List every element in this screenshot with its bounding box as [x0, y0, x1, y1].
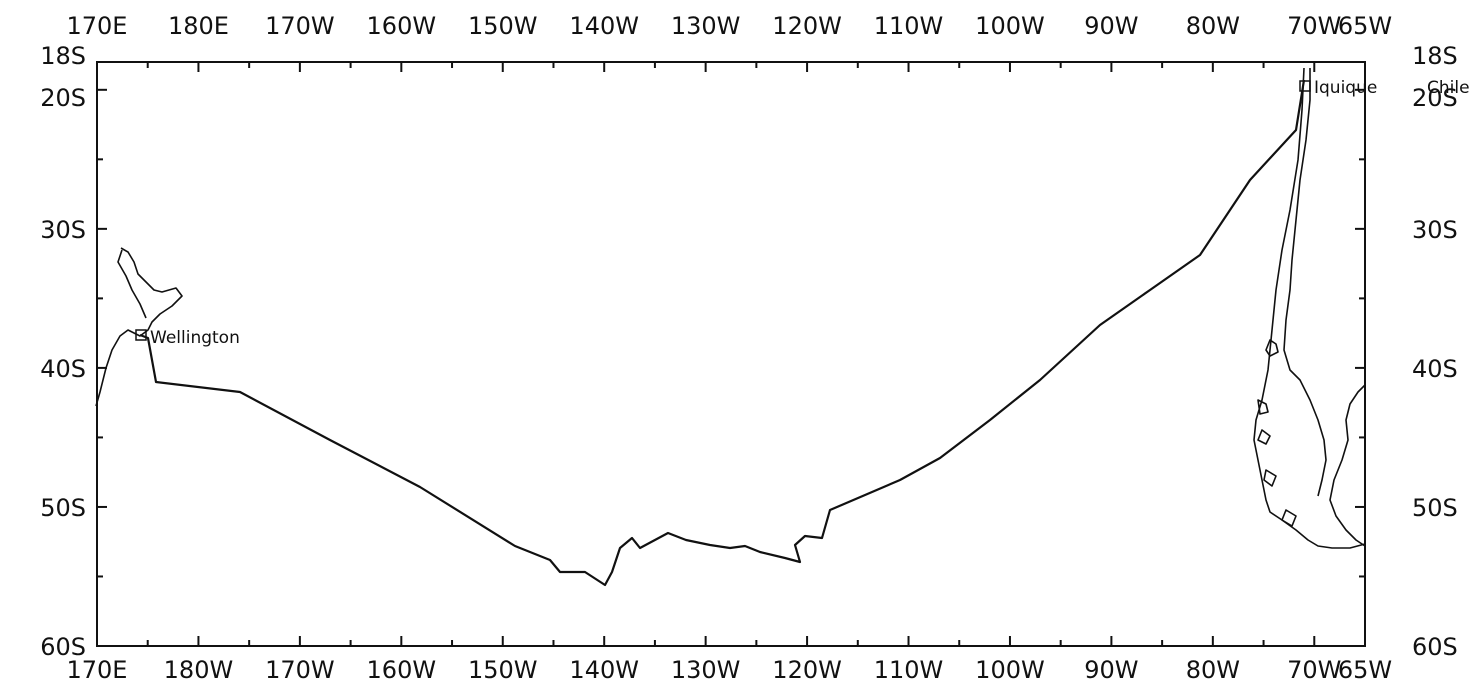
left-lat-label: 30S	[40, 216, 86, 244]
iquique-label: Iquique	[1314, 78, 1377, 98]
wellington-label: Wellington	[150, 328, 240, 348]
left-lat-label: 20S	[40, 84, 86, 112]
top-lon-label: 120W	[772, 12, 842, 40]
right-lat-label: 30S	[1412, 216, 1458, 244]
top-lon-label: 130W	[671, 12, 741, 40]
iquique-marker: Iquique Chile	[1299, 78, 1470, 98]
bottom-lon-label: 90W	[1084, 656, 1138, 684]
chile-label: Chile	[1427, 78, 1470, 98]
bottom-lon-label: 130W	[671, 656, 741, 684]
place-markers: Wellington Iquique Chile	[135, 78, 1470, 348]
right-lat-label: 50S	[1412, 494, 1458, 522]
south-america-coast	[1253, 67, 1366, 549]
left-lat-label: 40S	[40, 355, 86, 383]
top-lon-label: 110W	[874, 12, 944, 40]
bottom-lon-label: 160W	[367, 656, 437, 684]
patagonia-coast	[1329, 384, 1366, 547]
bottom-lon-label: 70W	[1287, 656, 1341, 684]
bottom-lon-label: 150W	[468, 656, 538, 684]
bottom-lon-label: 80W	[1186, 656, 1240, 684]
bottom-lon-label: 65W	[1338, 656, 1392, 684]
iquique-marker-box	[1299, 80, 1311, 92]
cruise-track	[139, 79, 1306, 587]
bottom-lon-label: 120W	[772, 656, 842, 684]
bottom-lon-label: 100W	[975, 656, 1045, 684]
left-lat-label: 60S	[40, 633, 86, 661]
wellington-marker-box	[135, 329, 147, 341]
top-lon-label: 65W	[1338, 12, 1392, 40]
left-lat-label: 18S	[40, 42, 86, 70]
left-lat-label: 50S	[40, 494, 86, 522]
right-lat-label: 20S	[1412, 84, 1458, 112]
top-lon-label: 140W	[569, 12, 639, 40]
bottom-lon-label: 170W	[265, 656, 335, 684]
wellington-marker: Wellington	[135, 328, 240, 348]
map-frame-group	[96, 61, 1366, 647]
top-lon-label: 80W	[1186, 12, 1240, 40]
new-zealand-coast	[95, 247, 183, 407]
top-lon-label: 150W	[468, 12, 538, 40]
coastlines	[95, 67, 1366, 549]
bottom-lon-label: 170E	[67, 656, 128, 684]
right-lat-label: 18S	[1412, 42, 1458, 70]
axis-labels: 170E 170E 180E 180W 170W 170W 160W 160W 150W 150W…	[40, 12, 1458, 684]
south-america-east-coast	[1283, 68, 1327, 497]
bottom-lon-label: 180W	[164, 656, 234, 684]
top-lon-label: 170W	[265, 12, 335, 40]
axis-ticks	[96, 61, 1366, 647]
bottom-lon-label: 140W	[569, 656, 639, 684]
right-lat-label: 60S	[1412, 633, 1458, 661]
top-lon-label: 90W	[1084, 12, 1138, 40]
bottom-lon-label: 110W	[874, 656, 944, 684]
top-lon-label: 180E	[168, 12, 229, 40]
map-frame	[96, 61, 1366, 647]
top-lon-label: 170E	[67, 12, 128, 40]
top-lon-label: 100W	[975, 12, 1045, 40]
top-lon-label: 70W	[1287, 12, 1341, 40]
right-lat-label: 40S	[1412, 355, 1458, 383]
new-zealand-coast-detail	[117, 249, 147, 319]
chile-fjords	[1257, 339, 1297, 527]
top-lon-label: 160W	[367, 12, 437, 40]
